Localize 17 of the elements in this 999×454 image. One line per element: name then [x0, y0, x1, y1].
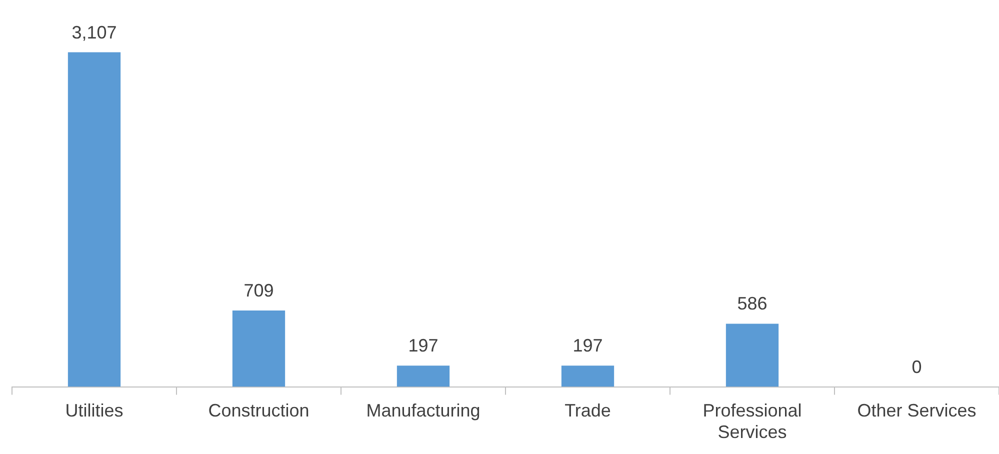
x-tick-label: Trade	[564, 400, 611, 421]
x-tick-label: Other Services	[857, 400, 976, 421]
bar	[232, 310, 286, 387]
data-label: 586	[737, 294, 768, 314]
data-label: 197	[572, 336, 603, 356]
x-tick-label: Utilities	[65, 400, 124, 421]
data-label: 3,107	[72, 22, 117, 42]
data-label: 197	[408, 336, 438, 356]
x-tick-label: Manufacturing	[366, 400, 480, 421]
bar	[68, 52, 121, 387]
bar	[726, 324, 779, 387]
bar	[561, 366, 614, 387]
bar	[396, 366, 450, 387]
x-tick-label: Construction	[208, 400, 310, 421]
x-tick-label: Professional Services	[702, 400, 802, 442]
data-label: 709	[244, 280, 274, 300]
data-label: 0	[912, 356, 922, 377]
